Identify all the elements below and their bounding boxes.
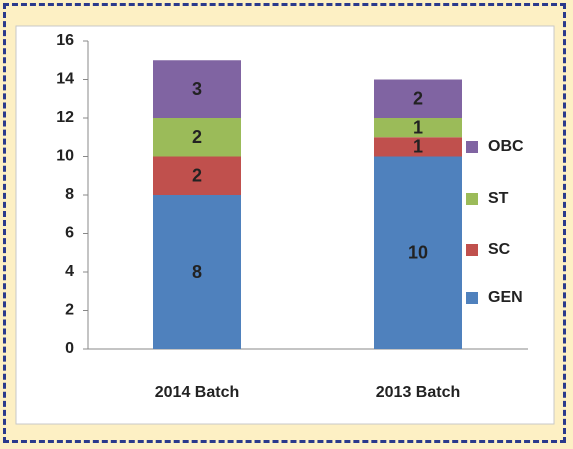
y-tick-label: 14 [56, 71, 74, 88]
bar-segment [153, 195, 241, 349]
data-label: 2 [192, 166, 202, 186]
bar-segment [153, 118, 241, 157]
bar-segment [374, 137, 462, 157]
y-tick-label: 2 [65, 302, 74, 319]
bar-segment [153, 60, 241, 118]
legend-label: GEN [488, 289, 523, 306]
y-tick-label: 4 [65, 263, 74, 280]
x-tick-label: 2014 Batch [155, 384, 240, 401]
legend-swatch [466, 292, 478, 304]
x-tick-label: 2013 Batch [376, 384, 461, 401]
data-label: 2 [192, 127, 202, 147]
bar-segment [374, 156, 462, 349]
bar-segment [374, 79, 462, 118]
legend-swatch [466, 193, 478, 205]
y-tick-label: 8 [65, 186, 74, 203]
data-label: 1 [413, 117, 423, 137]
data-label: 1 [413, 137, 423, 157]
legend-label: OBC [488, 138, 524, 155]
y-tick-label: 0 [65, 340, 74, 357]
data-label: 2 [413, 89, 423, 109]
chart-panel [15, 25, 555, 425]
legend-swatch [466, 141, 478, 153]
y-tick-label: 12 [56, 109, 74, 126]
legend-label: ST [488, 190, 509, 207]
data-label: 3 [192, 79, 202, 99]
data-label: 8 [192, 262, 202, 282]
y-tick-label: 16 [56, 32, 74, 49]
legend-swatch [466, 244, 478, 256]
y-tick-label: 10 [56, 148, 74, 165]
bar-segment [374, 118, 462, 138]
legend-label: SC [488, 241, 511, 258]
data-label: 10 [408, 243, 428, 263]
y-tick-label: 6 [65, 225, 74, 242]
frame [3, 3, 566, 443]
bar-segment [153, 156, 241, 195]
